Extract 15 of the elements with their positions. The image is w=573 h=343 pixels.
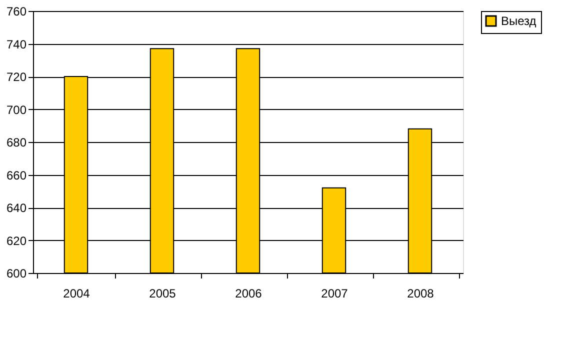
- y-tick-label: 760: [6, 4, 27, 18]
- x-tick-label: 2004: [63, 286, 90, 300]
- y-tick-label: 620: [6, 234, 27, 248]
- x-tick-label: 2006: [235, 286, 262, 300]
- y-tick-label: 720: [6, 70, 27, 84]
- x-tick-label: 2008: [407, 286, 434, 300]
- y-tick-label: 600: [6, 266, 27, 280]
- legend-label: Выезд: [501, 14, 536, 28]
- y-tick-label: 740: [6, 37, 27, 52]
- y-tick-label: 700: [6, 102, 27, 117]
- y-tick-label: 660: [6, 168, 27, 182]
- y-tick-label: 640: [6, 201, 27, 215]
- y-tick-label: 680: [6, 136, 27, 150]
- x-tick-label: 2005: [149, 286, 176, 300]
- x-tick-label: 2007: [321, 286, 348, 300]
